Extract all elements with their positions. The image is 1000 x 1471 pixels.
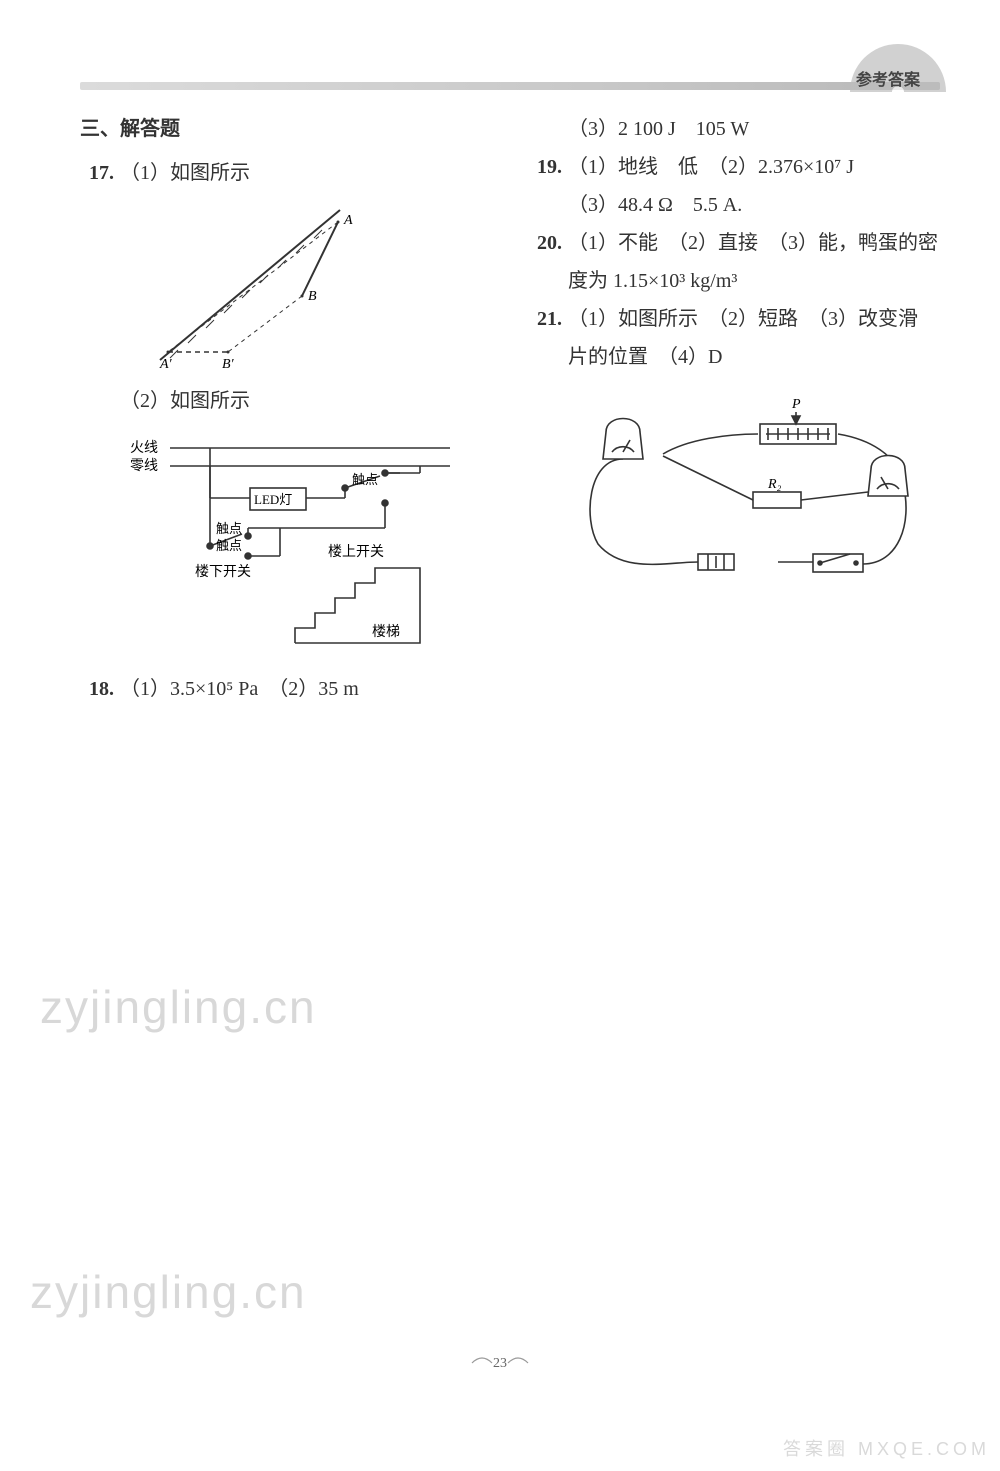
label-Bp: B′ [222, 357, 235, 370]
q17-part2: （2）如图所示 [80, 382, 492, 420]
content-columns: 三、解答题 17. （1）如图所示 [80, 110, 940, 1371]
header-label: 参考答案 [856, 66, 920, 90]
q17-figure-1: A B A′ B′ [120, 200, 492, 370]
left-column: 三、解答题 17. （1）如图所示 [80, 110, 492, 1371]
label-A: A [343, 213, 353, 228]
q18-text: （1）3.5×10⁵ Pa （2）35 m [120, 670, 492, 708]
label-Ap: A′ [159, 357, 173, 370]
q20-line1: （1）不能 （2）直接 （3）能，鸭蛋的密 [568, 224, 940, 262]
q21-line1: （1）如图所示 （2）短路 （3）改变滑 [568, 300, 940, 338]
watermark-2: zyjingling.cn [30, 1265, 307, 1319]
label-chudian1: 触点 [352, 472, 378, 487]
q19: 19. （1）地线 低 （2）2.376×10⁷ J [528, 148, 940, 186]
page: 参考答案 三、解答题 17. （1）如图所示 [0, 0, 1000, 1471]
q19-num: 19. [528, 148, 562, 186]
page-number-ornament-icon: 23 [470, 1351, 530, 1375]
q18: 18. （1）3.5×10⁵ Pa （2）35 m [80, 670, 492, 708]
label-huoxian: 火线 [130, 440, 158, 456]
label-stairs: 楼梯 [372, 624, 400, 640]
q18-num: 18. [80, 670, 114, 708]
page-number-text: 23 [493, 1356, 507, 1371]
label-lingxian: 零线 [130, 458, 158, 474]
q21-line2: 片的位置 （4）D [528, 338, 940, 376]
page-number: 23 [0, 1351, 1000, 1375]
q21-num: 21. [528, 300, 562, 338]
watermark-1: zyjingling.cn [40, 980, 317, 1034]
q17: 17. （1）如图所示 [80, 154, 492, 192]
q17-part1: （1）如图所示 [120, 154, 492, 192]
meter-circuit-icon: P R₂ [568, 384, 928, 584]
q19-line2: （3）48.4 Ω 5.5 A. [528, 186, 940, 224]
q21-figure: P R₂ [568, 384, 940, 584]
label-led: LED灯 [254, 492, 292, 507]
label-up-switch: 楼上开关 [328, 544, 384, 560]
right-column: （3）2 100 J 105 W 19. （1）地线 低 （2）2.376×10… [528, 110, 940, 1371]
q18c: （3）2 100 J 105 W [528, 110, 940, 148]
label-down-switch: 楼下开关 [195, 564, 251, 580]
label-B: B [308, 289, 317, 304]
mirror-diagram-icon: A B A′ B′ [120, 200, 380, 370]
q20-num: 20. [528, 224, 562, 262]
q19-line1: （1）地线 低 （2）2.376×10⁷ J [568, 148, 940, 186]
q21: 21. （1）如图所示 （2）短路 （3）改变滑 [528, 300, 940, 338]
q17-num: 17. [80, 154, 114, 192]
section-title: 三、解答题 [80, 110, 492, 148]
label-chudian2: 触点 [216, 521, 242, 536]
label-R: R₂ [767, 477, 782, 492]
label-chudian3: 触点 [216, 538, 242, 553]
q20-line2: 度为 1.15×10³ kg/m³ [528, 262, 940, 300]
label-P: P [791, 397, 801, 412]
staircase-circuit-icon: 火线 零线 LED灯 触点 触点 触点 楼下开关 楼上开关 楼梯 [120, 428, 460, 658]
q17-figure-2: 火线 零线 LED灯 触点 触点 触点 楼下开关 楼上开关 楼梯 [120, 428, 492, 658]
q20: 20. （1）不能 （2）直接 （3）能，鸭蛋的密 [528, 224, 940, 262]
header-rule [80, 82, 940, 90]
header: 参考答案 [80, 62, 940, 88]
corner-logo: 答案圈 MXQE.COM [783, 1439, 990, 1461]
